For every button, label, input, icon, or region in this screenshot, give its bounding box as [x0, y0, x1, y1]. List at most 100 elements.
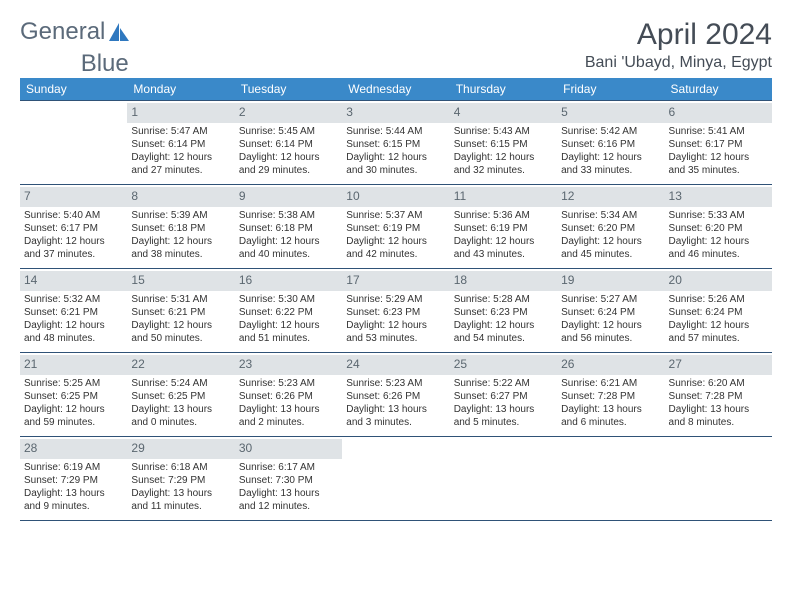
- daylight1-text: Daylight: 12 hours: [131, 151, 230, 164]
- daylight2-text: and 0 minutes.: [131, 416, 230, 429]
- day-number: 4: [450, 103, 557, 123]
- daylight1-text: Daylight: 12 hours: [239, 319, 338, 332]
- sunrise-text: Sunrise: 5:43 AM: [454, 125, 553, 138]
- sunset-text: Sunset: 6:21 PM: [131, 306, 230, 319]
- sunrise-text: Sunrise: 5:24 AM: [131, 377, 230, 390]
- sunset-text: Sunset: 6:20 PM: [561, 222, 660, 235]
- daylight2-text: and 32 minutes.: [454, 164, 553, 177]
- calendar-table: SundayMondayTuesdayWednesdayThursdayFrid…: [20, 78, 772, 521]
- sunset-text: Sunset: 6:15 PM: [454, 138, 553, 151]
- day-number: 30: [235, 439, 342, 459]
- sunrise-text: Sunrise: 5:39 AM: [131, 209, 230, 222]
- daylight1-text: Daylight: 13 hours: [131, 487, 230, 500]
- sunset-text: Sunset: 6:25 PM: [131, 390, 230, 403]
- day-number: 24: [342, 355, 449, 375]
- calendar-day-cell: [342, 437, 449, 521]
- weekday-header: Sunday: [20, 78, 127, 101]
- daylight1-text: Daylight: 12 hours: [561, 151, 660, 164]
- sunrise-text: Sunrise: 5:26 AM: [669, 293, 768, 306]
- sunrise-text: Sunrise: 5:32 AM: [24, 293, 123, 306]
- sunset-text: Sunset: 6:20 PM: [669, 222, 768, 235]
- weekday-header: Wednesday: [342, 78, 449, 101]
- sunset-text: Sunset: 6:24 PM: [561, 306, 660, 319]
- daylight1-text: Daylight: 12 hours: [131, 235, 230, 248]
- sunrise-text: Sunrise: 5:33 AM: [669, 209, 768, 222]
- calendar-day-cell: 25Sunrise: 5:22 AMSunset: 6:27 PMDayligh…: [450, 353, 557, 437]
- sunrise-text: Sunrise: 5:38 AM: [239, 209, 338, 222]
- daylight1-text: Daylight: 13 hours: [561, 403, 660, 416]
- brand-part2: Blue: [81, 50, 129, 78]
- weekday-header: Friday: [557, 78, 664, 101]
- sunrise-text: Sunrise: 5:47 AM: [131, 125, 230, 138]
- sunset-text: Sunset: 7:28 PM: [561, 390, 660, 403]
- sunrise-text: Sunrise: 5:27 AM: [561, 293, 660, 306]
- sunset-text: Sunset: 6:18 PM: [239, 222, 338, 235]
- day-number: 12: [557, 187, 664, 207]
- day-number: 11: [450, 187, 557, 207]
- daylight1-text: Daylight: 12 hours: [239, 151, 338, 164]
- calendar-body: 1Sunrise: 5:47 AMSunset: 6:14 PMDaylight…: [20, 101, 772, 521]
- day-number: 28: [20, 439, 127, 459]
- daylight2-text: and 50 minutes.: [131, 332, 230, 345]
- sunrise-text: Sunrise: 5:25 AM: [24, 377, 123, 390]
- brand-part2-wrap: Gene Blue: [20, 50, 129, 78]
- weekday-header: Monday: [127, 78, 234, 101]
- day-number: 19: [557, 271, 664, 291]
- daylight1-text: Daylight: 12 hours: [454, 319, 553, 332]
- daylight2-text: and 59 minutes.: [24, 416, 123, 429]
- day-number: 13: [665, 187, 772, 207]
- sunset-text: Sunset: 7:28 PM: [669, 390, 768, 403]
- calendar-day-cell: 5Sunrise: 5:42 AMSunset: 6:16 PMDaylight…: [557, 101, 664, 185]
- day-number: 1: [127, 103, 234, 123]
- sunset-text: Sunset: 6:23 PM: [454, 306, 553, 319]
- daylight2-text: and 42 minutes.: [346, 248, 445, 261]
- daylight1-text: Daylight: 12 hours: [669, 235, 768, 248]
- daylight1-text: Daylight: 13 hours: [239, 403, 338, 416]
- calendar-day-cell: 18Sunrise: 5:28 AMSunset: 6:23 PMDayligh…: [450, 269, 557, 353]
- day-number: 3: [342, 103, 449, 123]
- day-number: 8: [127, 187, 234, 207]
- calendar-day-cell: 1 Sunrise: 5:47 AMSunset: 6:14 PMDaylight…: [127, 101, 234, 185]
- sunset-text: Sunset: 6:14 PM: [131, 138, 230, 151]
- sunrise-text: Sunrise: 5:23 AM: [239, 377, 338, 390]
- daylight2-text: and 54 minutes.: [454, 332, 553, 345]
- sunrise-text: Sunrise: 5:22 AM: [454, 377, 553, 390]
- sunrise-text: Sunrise: 5:37 AM: [346, 209, 445, 222]
- calendar-week-row: 14Sunrise: 5:32 AMSunset: 6:21 PMDayligh…: [20, 269, 772, 353]
- daylight1-text: Daylight: 12 hours: [346, 235, 445, 248]
- calendar-day-cell: [450, 437, 557, 521]
- calendar-day-cell: 3Sunrise: 5:44 AMSunset: 6:15 PMDaylight…: [342, 101, 449, 185]
- sunset-text: Sunset: 6:18 PM: [131, 222, 230, 235]
- daylight2-text: and 9 minutes.: [24, 500, 123, 513]
- daylight2-text: and 56 minutes.: [561, 332, 660, 345]
- page-title: April 2024: [637, 18, 772, 52]
- calendar-week-row: 28Sunrise: 6:19 AMSunset: 7:29 PMDayligh…: [20, 437, 772, 521]
- sunrise-text: Sunrise: 5:40 AM: [24, 209, 123, 222]
- day-number: 21: [20, 355, 127, 375]
- day-number: 25: [450, 355, 557, 375]
- day-number: 6: [665, 103, 772, 123]
- sunrise-text: Sunrise: 6:18 AM: [131, 461, 230, 474]
- calendar-day-cell: 22Sunrise: 5:24 AMSunset: 6:25 PMDayligh…: [127, 353, 234, 437]
- daylight2-text: and 37 minutes.: [24, 248, 123, 261]
- sunset-text: Sunset: 6:26 PM: [239, 390, 338, 403]
- daylight1-text: Daylight: 12 hours: [346, 151, 445, 164]
- location-text: Bani 'Ubayd, Minya, Egypt: [585, 54, 772, 72]
- calendar-day-cell: 30Sunrise: 6:17 AMSunset: 7:30 PMDayligh…: [235, 437, 342, 521]
- sunset-text: Sunset: 6:25 PM: [24, 390, 123, 403]
- sunrise-text: Sunrise: 5:36 AM: [454, 209, 553, 222]
- day-number: 20: [665, 271, 772, 291]
- daylight2-text: and 3 minutes.: [346, 416, 445, 429]
- sunrise-text: Sunrise: 6:20 AM: [669, 377, 768, 390]
- daylight2-text: and 40 minutes.: [239, 248, 338, 261]
- daylight1-text: Daylight: 12 hours: [454, 151, 553, 164]
- sunset-text: Sunset: 6:27 PM: [454, 390, 553, 403]
- calendar-day-cell: 17Sunrise: 5:29 AMSunset: 6:23 PMDayligh…: [342, 269, 449, 353]
- daylight1-text: Daylight: 12 hours: [561, 235, 660, 248]
- daylight1-text: Daylight: 13 hours: [239, 487, 338, 500]
- daylight2-text: and 43 minutes.: [454, 248, 553, 261]
- calendar-day-cell: 21Sunrise: 5:25 AMSunset: 6:25 PMDayligh…: [20, 353, 127, 437]
- sunset-text: Sunset: 6:17 PM: [669, 138, 768, 151]
- brand-logo: General: [20, 18, 133, 46]
- calendar-day-cell: 8 Sunrise: 5:39 AMSunset: 6:18 PMDaylight…: [127, 185, 234, 269]
